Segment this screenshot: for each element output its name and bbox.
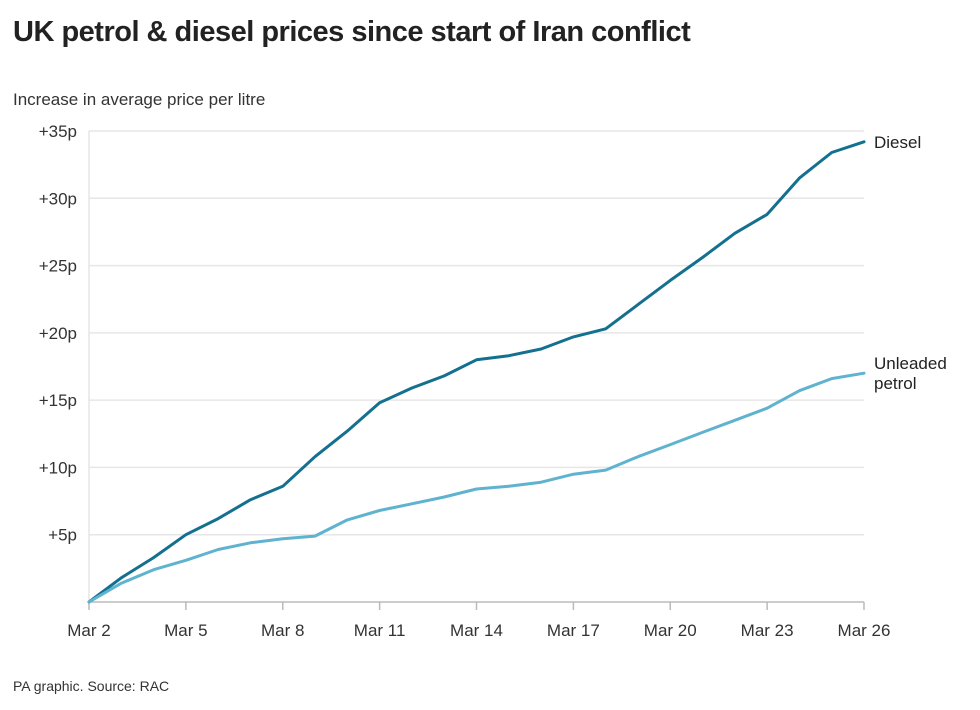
x-tick-label: Mar 2 bbox=[67, 621, 110, 640]
x-tick-label: Mar 20 bbox=[644, 621, 697, 640]
x-tick-label: Mar 8 bbox=[261, 621, 304, 640]
x-tick-label: Mar 11 bbox=[354, 621, 406, 640]
x-tick-label: Mar 23 bbox=[741, 621, 794, 640]
y-axis-label: Increase in average price per litre bbox=[13, 90, 266, 109]
y-tick-label: +20p bbox=[39, 324, 77, 343]
y-tick-label: +35p bbox=[39, 122, 77, 141]
chart-title: UK petrol & diesel prices since start of… bbox=[13, 16, 691, 48]
x-tick-label: Mar 14 bbox=[450, 621, 503, 640]
x-tick-label: Mar 26 bbox=[838, 621, 891, 640]
x-tick-label: Mar 5 bbox=[164, 621, 207, 640]
x-tick-label: Mar 17 bbox=[547, 621, 600, 640]
y-tick-label: +25p bbox=[39, 257, 77, 276]
source-note: PA graphic. Source: RAC bbox=[13, 678, 170, 694]
series-label: petrol bbox=[874, 374, 917, 393]
series-label: Unleaded bbox=[874, 354, 947, 373]
series-line-diesel bbox=[87, 140, 866, 604]
series-line-unleaded-petrol bbox=[87, 371, 866, 604]
y-tick-label: +5p bbox=[48, 526, 77, 545]
y-tick-label: +10p bbox=[39, 458, 77, 477]
y-tick-label: +15p bbox=[39, 391, 77, 410]
series-label: Diesel bbox=[874, 133, 921, 152]
y-tick-label: +30p bbox=[39, 189, 77, 208]
